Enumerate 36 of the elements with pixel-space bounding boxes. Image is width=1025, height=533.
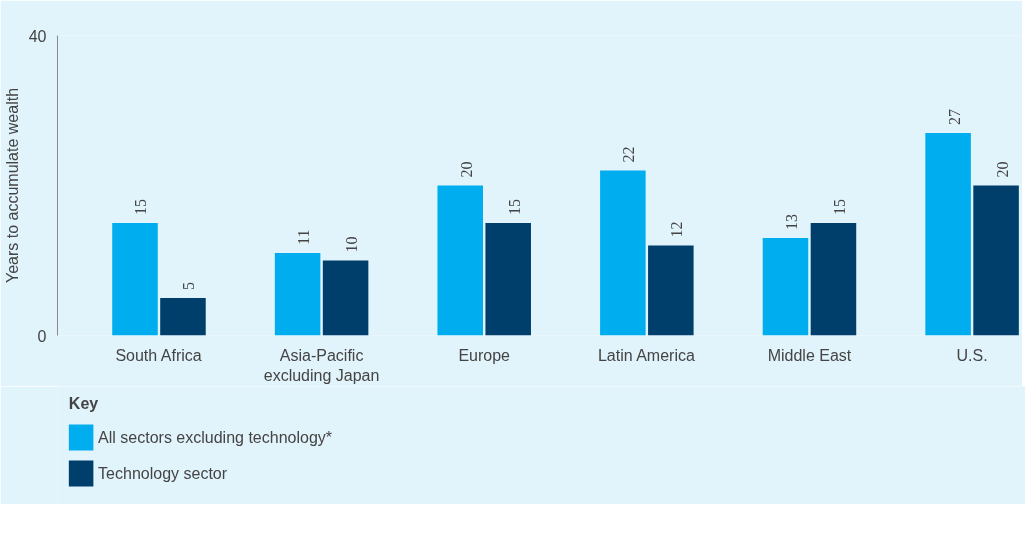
x-tick-label: Latin America: [597, 346, 695, 364]
data-label: 11: [295, 229, 313, 245]
bar: [485, 223, 531, 336]
data-label: 27: [945, 109, 963, 125]
data-label: 15: [830, 199, 848, 215]
legend-title: Key: [68, 394, 99, 412]
bar: [112, 223, 158, 336]
data-label: 22: [620, 146, 638, 163]
bar: [762, 238, 809, 336]
x-tick-label: Asia-Pacific excluding Japan: [263, 346, 380, 384]
data-label: 15: [132, 199, 150, 215]
y-tick-label: 40: [28, 27, 47, 45]
data-label: 13: [782, 214, 800, 230]
bar: [810, 223, 857, 336]
bar: [600, 170, 646, 336]
y-axis-title: Years to accumulate wealth: [3, 87, 21, 284]
data-label: 20: [457, 161, 475, 178]
bar: [648, 245, 694, 336]
x-tick-label: U.S.: [956, 346, 988, 364]
bar: [437, 185, 483, 336]
x-tick-label: South Africa: [115, 346, 202, 364]
data-label: 20: [993, 161, 1011, 178]
legend-label: All sectors excluding technology*: [98, 429, 333, 446]
bar: [925, 133, 971, 336]
bar: [160, 298, 206, 336]
bar: [322, 260, 369, 336]
data-label: 15: [505, 199, 523, 215]
y-tick-label: 0: [37, 327, 47, 345]
bar: [973, 185, 1019, 336]
bar: [274, 253, 321, 336]
data-label: 12: [668, 221, 686, 238]
data-label: 10: [343, 236, 361, 253]
data-label: 5: [180, 282, 198, 290]
x-tick-label: Middle East: [767, 346, 852, 364]
legend-label: Technology sector: [98, 465, 228, 482]
x-tick-label: Europe: [458, 346, 511, 364]
